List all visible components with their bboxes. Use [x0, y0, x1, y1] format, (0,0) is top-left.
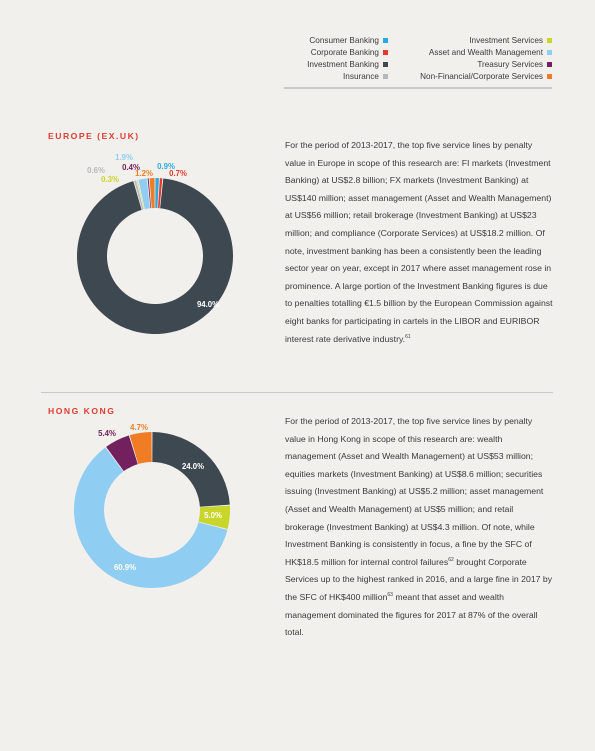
hongkong-description-text-c: meant that asset and wealth management d…	[285, 591, 538, 638]
slice-data-label: 24.0%	[182, 462, 204, 471]
hongkong-section-title: HONG KONG	[48, 406, 116, 416]
hongkong-footnote-ref-62[interactable]: 62	[448, 556, 454, 563]
legend-swatch	[383, 38, 388, 43]
legend-item: Treasury Services	[388, 60, 552, 69]
slice-data-label: 5.0%	[204, 511, 222, 520]
donut-slice	[152, 432, 230, 507]
legend-swatch	[547, 74, 552, 79]
slice-data-label: 1.9%	[115, 153, 133, 162]
donut-slice	[134, 180, 144, 210]
donut-slice	[147, 178, 152, 209]
legend-item: Investment Services	[388, 36, 552, 45]
donut-slice	[137, 179, 145, 210]
legend-label: Consumer Banking	[309, 36, 379, 45]
legend-item: Investment Banking	[284, 60, 388, 69]
legend-label: Investment Banking	[307, 60, 379, 69]
section-divider	[41, 392, 553, 393]
legend-item: Corporate Banking	[284, 48, 388, 57]
hongkong-donut-chart: 24.0% 5.0% 60.9% 5.4% 4.7%	[74, 423, 230, 588]
legend-label: Non-Financial/Corporate Services	[420, 72, 543, 81]
chart-legend: Consumer Banking Investment Services Corpo…	[284, 36, 552, 89]
legend-swatch	[383, 62, 388, 67]
legend-item: Consumer Banking	[284, 36, 388, 45]
legend-swatch	[383, 50, 388, 55]
slice-data-label: 1.2%	[135, 169, 153, 178]
europe-donut-chart: 0.9%0.7% 94.0% 0.6%0.3% 1.9%0.4%1.2%	[77, 153, 233, 334]
legend-label: Asset and Wealth Management	[428, 48, 543, 57]
slice-data-label: 0.9%	[157, 162, 175, 171]
donut-slice	[149, 178, 155, 209]
donut-slice	[198, 505, 230, 529]
slice-data-label: 0.4%	[122, 163, 140, 172]
legend-item: Insurance	[284, 72, 388, 81]
legend-item: Asset and Wealth Management	[388, 48, 552, 57]
hongkong-description: For the period of 2013-2017, the top fiv…	[285, 413, 553, 642]
donut-slice	[74, 447, 228, 588]
slice-data-label: 60.9%	[114, 563, 136, 572]
hongkong-description-text-a: For the period of 2013-2017, the top fiv…	[285, 416, 544, 567]
legend-label: Investment Services	[469, 36, 543, 45]
slice-data-label: 94.0%	[197, 300, 219, 309]
legend-label: Treasury Services	[477, 60, 543, 69]
donut-slice	[155, 178, 159, 209]
legend-item: Non-Financial/Corporate Services	[388, 72, 552, 81]
europe-description-text: For the period of 2013-2017, the top fiv…	[285, 140, 553, 344]
slice-data-label: 0.7%	[169, 169, 187, 178]
legend-swatch	[383, 74, 388, 79]
donut-slice	[129, 432, 152, 464]
slice-data-label: 0.3%	[101, 175, 119, 184]
legend-label: Insurance	[343, 72, 379, 81]
slice-data-label: 5.4%	[98, 429, 116, 438]
legend-swatch	[547, 50, 552, 55]
donut-slice	[106, 435, 138, 472]
europe-description: For the period of 2013-2017, the top fiv…	[285, 137, 553, 348]
donut-slice	[77, 178, 233, 334]
legend-label: Corporate Banking	[310, 48, 379, 57]
europe-footnote-ref[interactable]: 61	[405, 333, 411, 340]
donut-slice	[138, 178, 150, 210]
slice-data-label: 0.6%	[87, 166, 105, 175]
legend-swatch	[547, 62, 552, 67]
legend-grid: Consumer Banking Investment Services Corpo…	[284, 36, 552, 81]
legend-swatch	[547, 38, 552, 43]
donut-slice	[158, 178, 163, 209]
hongkong-description-text-b: brought Corporate Services up to the hig…	[285, 556, 553, 602]
slice-data-label: 4.7%	[130, 423, 148, 432]
europe-section-title: EUROPE (EX.UK)	[48, 131, 140, 141]
hongkong-footnote-ref-63[interactable]: 63	[387, 592, 393, 599]
